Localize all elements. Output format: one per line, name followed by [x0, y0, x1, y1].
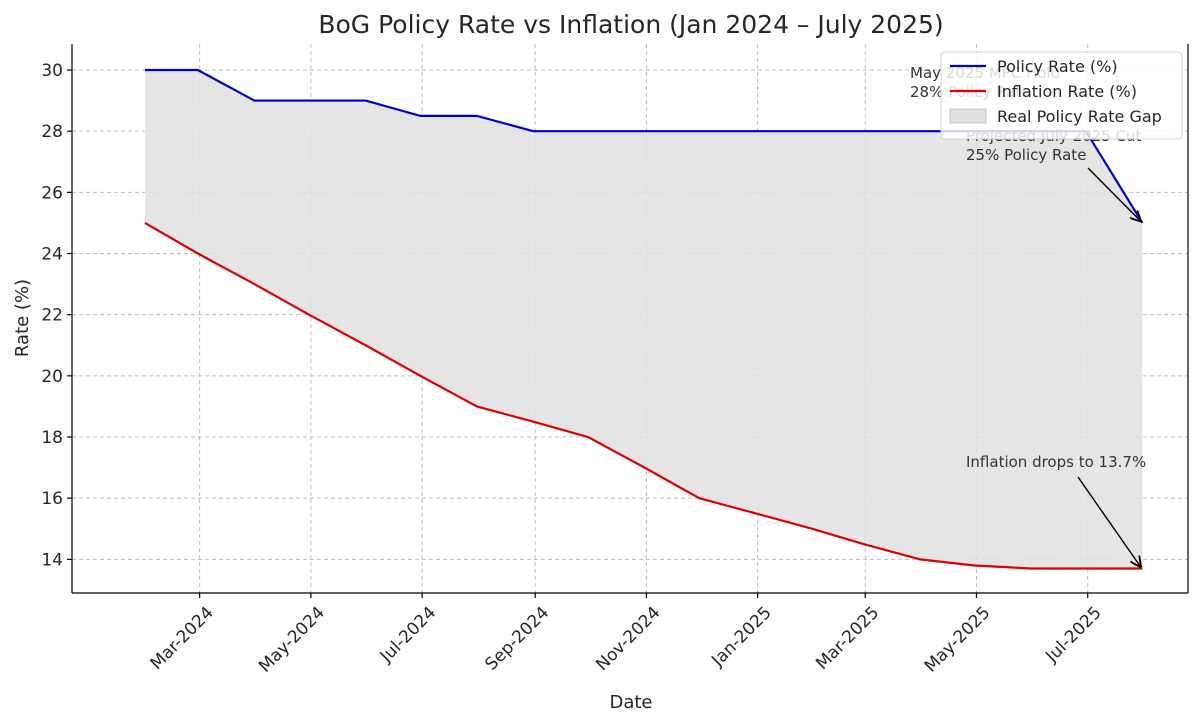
x-tick-label: Sep-2024	[481, 603, 553, 675]
y-tick-label: 14	[41, 550, 63, 570]
x-tick-label: Jul-2024	[376, 603, 440, 667]
x-tick-label: May-2025	[921, 603, 995, 677]
real-rate-gap-area	[144, 69, 1143, 569]
legend-box	[940, 51, 1183, 140]
y-tick-label: 18	[41, 428, 63, 448]
annotation-line: 25% Policy Rate	[966, 146, 1086, 164]
x-tick-label: May-2024	[255, 603, 329, 677]
y-tick-label: 16	[41, 489, 63, 509]
y-tick-label: 24	[41, 245, 63, 265]
y-tick-label: 20	[41, 367, 63, 387]
inflation-rate-line	[144, 221, 1143, 570]
annotation-arrow-inflation-drop	[1077, 476, 1140, 567]
y-tick-label: 22	[41, 306, 63, 326]
y-tick-label: 26	[41, 183, 63, 203]
x-axis-label: Date	[609, 692, 652, 713]
x-tick-label: Mar-2025	[812, 603, 883, 674]
annotation-inflation-drop: Inflation drops to 13.7%	[966, 453, 1146, 471]
legend-swatch	[949, 108, 987, 124]
y-tick-label: 30	[41, 61, 63, 81]
legend: Policy Rate (%) Inflation Rate (%) Real Po…	[940, 51, 1183, 140]
legend-entry: Policy Rate (%)	[997, 57, 1118, 76]
x-tick-label: Mar-2024	[147, 603, 218, 674]
y-tick-label: 28	[41, 122, 63, 142]
annotation-arrow-july-cut	[1087, 167, 1140, 221]
legend-entry: Inflation Rate (%)	[997, 82, 1137, 101]
plot-area: 14 16 18 20 22 24 26 28 30 Mar-2024 May-2024 Jul-20…	[41, 44, 1189, 677]
x-tick-label: Nov-2024	[592, 603, 664, 675]
legend-entry: Real Policy Rate Gap	[997, 107, 1162, 126]
annotation-line: Inflation drops to 13.7%	[966, 453, 1146, 471]
y-axis-label: Rate (%)	[12, 279, 33, 357]
x-tick-label: Jan-2025	[707, 603, 775, 671]
x-tick-label: Jul-2025	[1041, 603, 1105, 667]
chart-title: BoG Policy Rate vs Inflation (Jan 2024 –…	[318, 10, 943, 39]
